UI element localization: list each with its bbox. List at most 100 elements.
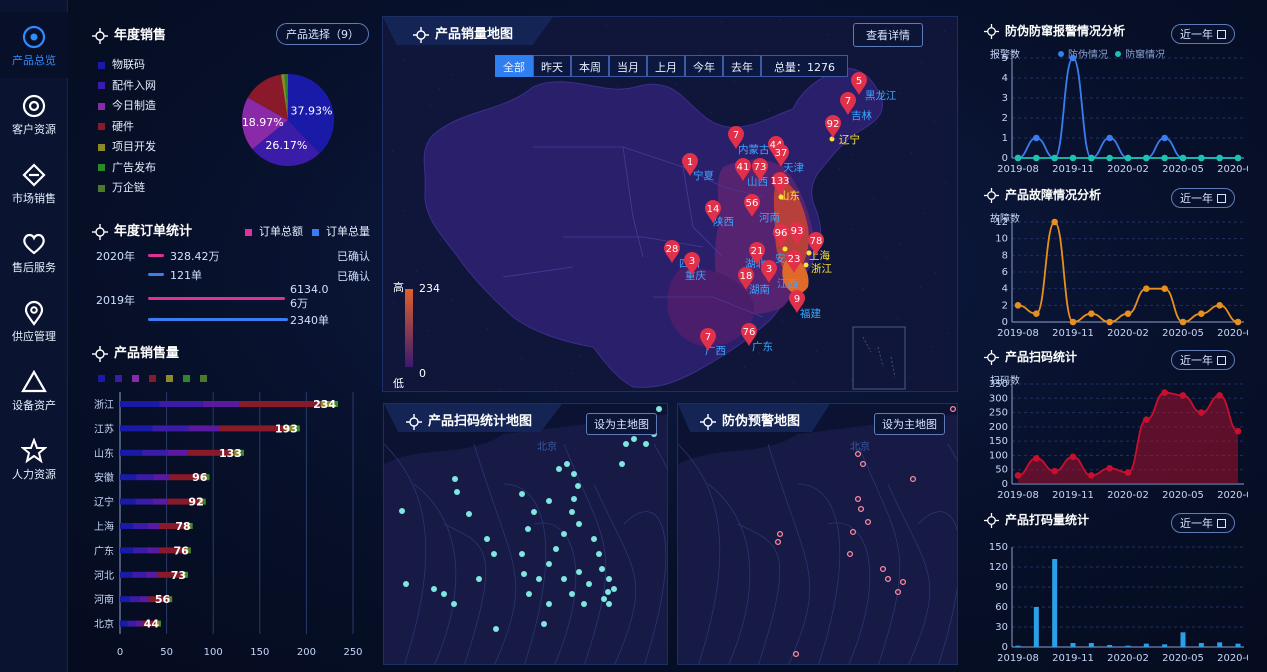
nav-item-6[interactable]: 人力资源	[0, 426, 68, 492]
y-tick-label: 350	[989, 380, 1008, 390]
province-border	[622, 146, 644, 258]
bg-dot	[675, 83, 677, 85]
nav-item-3[interactable]: 售后服务	[0, 219, 68, 285]
tab-4[interactable]: 上月	[647, 55, 685, 77]
tab-0[interactable]: 全部	[495, 55, 533, 77]
nav-item-5[interactable]: 设备资产	[0, 357, 68, 423]
nav-item-4[interactable]: 供应管理	[0, 288, 68, 354]
product-select-button[interactable]: 产品选择（9）	[276, 23, 369, 45]
pin-value: 7	[705, 332, 711, 343]
triangle-icon	[21, 369, 47, 393]
chart-title: 产品扫码统计	[984, 348, 1077, 365]
province-label: 辽宁	[839, 133, 860, 146]
bar-segment	[320, 401, 332, 407]
data-point	[1069, 453, 1077, 461]
legend-swatch	[98, 82, 105, 89]
nav-item-0[interactable]: 产品总览	[0, 12, 68, 78]
data-point	[1051, 467, 1058, 475]
bar	[120, 571, 189, 578]
bg-dot	[415, 119, 417, 121]
nav-item-1[interactable]: 客户资源	[0, 81, 68, 147]
crosshair-icon	[406, 413, 422, 430]
bg-dot	[944, 30, 946, 32]
range-select-button[interactable]: 近一年	[1171, 188, 1235, 208]
bg-dot	[875, 123, 877, 125]
province-border	[797, 483, 841, 664]
map-point	[854, 450, 862, 458]
order-amount-2019-bar	[148, 297, 285, 300]
bg-dot	[862, 288, 864, 290]
set-main-map-button[interactable]: 设为主地图	[874, 413, 945, 435]
tab-5[interactable]: 今年	[685, 55, 723, 77]
y-tick-label: 0	[1002, 317, 1008, 328]
chart4-plot: 0 30 60 90 120 150 2019-08 2019-11 2020-02 2020-0…	[989, 543, 1248, 664]
bar-segment	[127, 620, 136, 627]
set-main-map-button[interactable]: 设为主地图	[586, 413, 657, 435]
tab-2[interactable]: 本周	[571, 55, 609, 77]
legend-low-label: 低	[393, 377, 404, 390]
map-pin-marker: 1	[682, 153, 698, 176]
y-tick-label: 3	[1002, 93, 1008, 104]
pin-value: 3	[689, 256, 695, 267]
x-tick-label: 2020-05	[1162, 490, 1204, 501]
pin-shape	[682, 153, 698, 176]
legend-swatch	[98, 143, 105, 151]
sales-legend-item: 物联码	[98, 56, 145, 72]
map-point	[556, 466, 562, 472]
y-tick-label: 0	[1002, 642, 1008, 653]
bar-segment	[157, 620, 160, 627]
order-count-2020-bar	[148, 273, 164, 276]
map-point	[531, 509, 537, 515]
pin-value: 18	[740, 271, 753, 282]
map-point	[591, 536, 597, 542]
map-point	[606, 576, 612, 582]
bg-dot	[932, 346, 934, 348]
bar-segment	[170, 596, 173, 603]
province-label: 湖南	[749, 283, 770, 296]
land-area	[678, 414, 957, 664]
bar	[1125, 645, 1131, 647]
map-point	[846, 550, 854, 558]
chart-legend: 防伪情况 防窜情况	[1054, 46, 1165, 61]
tab-3[interactable]: 当月	[609, 55, 647, 77]
pin-value: 3	[766, 264, 772, 275]
legend-swatch	[132, 375, 139, 382]
chart-title: 防伪防窜报警情况分析	[984, 22, 1125, 39]
data-point	[1106, 134, 1113, 142]
data-point	[1014, 302, 1022, 309]
map-pin-marker: 133	[770, 172, 790, 195]
y-tick-label: 4	[1002, 284, 1008, 295]
legend-swatch	[98, 375, 105, 382]
chart-title-text: 产品扫码统计	[1005, 350, 1078, 364]
bg-dot	[451, 299, 453, 301]
bg-dot	[417, 45, 419, 47]
bg-dot	[439, 239, 441, 241]
tab-1[interactable]: 昨天	[533, 55, 571, 77]
data-point	[1069, 154, 1077, 162]
x-tick-label: 150	[250, 647, 269, 658]
view-details-button[interactable]: 查看详情	[853, 23, 923, 47]
legend-swatch	[149, 375, 156, 382]
map-point	[569, 509, 575, 515]
bar	[1015, 645, 1021, 647]
nav-item-2[interactable]: 市场销售	[0, 150, 68, 216]
map-point	[476, 576, 482, 582]
range-select-button[interactable]: 近一年	[1171, 24, 1235, 44]
bg-dot	[887, 183, 889, 185]
x-tick-label: 0	[117, 647, 123, 658]
range-select-button[interactable]: 近一年	[1171, 513, 1235, 533]
year-2019-label: 2019年	[96, 294, 135, 307]
tab-6[interactable]: 去年	[723, 55, 761, 77]
data-point	[1161, 154, 1168, 162]
city-dot	[829, 136, 835, 142]
bg-dot	[617, 85, 619, 87]
x-tick-label: 2020-05	[1162, 328, 1204, 339]
data-point	[1014, 472, 1022, 479]
crosshair-icon	[92, 223, 108, 240]
bar-segment	[188, 425, 219, 432]
map-point	[491, 551, 497, 557]
x-tick-label: 2020-02	[1107, 490, 1149, 501]
bg-dot	[779, 19, 781, 21]
range-select-button[interactable]: 近一年	[1171, 350, 1235, 370]
x-tick-label: 2019-08	[997, 490, 1039, 501]
